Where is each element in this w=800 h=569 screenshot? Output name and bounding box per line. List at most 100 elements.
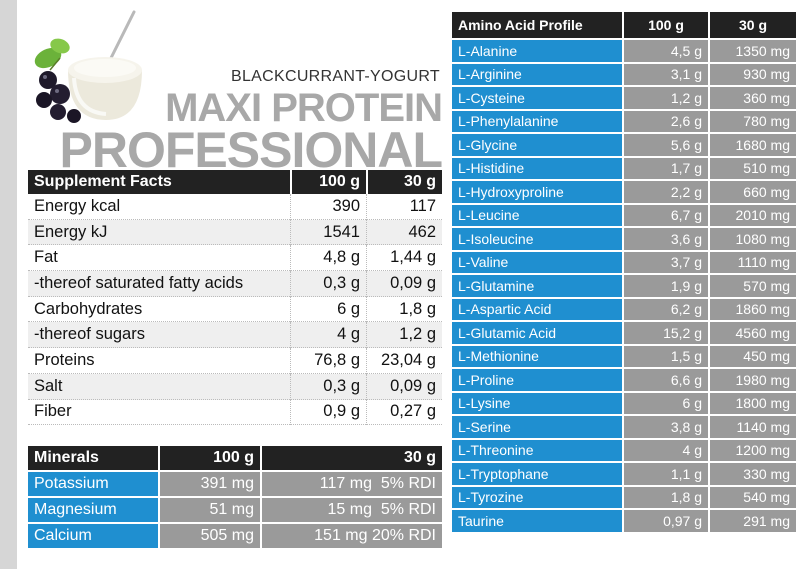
amino-acid-name: L-Proline [452,367,622,391]
nutrient-name: Carbohydrates [28,297,290,323]
value-per-30g: 1140 mg [708,414,796,438]
value-per-100g: 4,8 g [290,245,366,272]
value-per-30g: 1,2 g [366,322,442,349]
table-row: L-Lysine 6 g 1800 mg [452,390,796,414]
value-per-30g: 0,09 g [366,271,442,297]
value-per-100g: 3,7 g [622,249,708,273]
value-per-100g: 1,5 g [622,343,708,367]
value-per-100g: 390 [290,194,366,220]
column-header: 100 g [158,446,260,470]
table-row: L-Hydroxyproline 2,2 g 660 mg [452,179,796,203]
value-per-100g: 4 g [622,437,708,461]
amino-acid-name: L-Isoleucine [452,226,622,250]
value-per-30g: 1680 mg [708,132,796,156]
value-per-100g: 76,8 g [290,348,366,374]
table-row: L-Methionine 1,5 g 450 mg [452,343,796,367]
value-per-100g: 4,5 g [622,38,708,62]
amino-acid-name: L-Aspartic Acid [452,296,622,320]
amino-acid-name: L-Methionine [452,343,622,367]
value-per-30g: 117 [366,194,442,220]
table-row: -thereof sugars 4 g 1,2 g [28,322,442,349]
table-row: Magnesium 51 mg 15 mg 5% RDI [28,496,442,522]
yogurt-pot-with-blackcurrants-icon [34,10,142,123]
table-header-row: Minerals 100 g 30 g [28,446,442,470]
table-row: Proteins 76,8 g 23,04 g [28,348,442,374]
table-row: Salt 0,3 g 0,09 g [28,373,442,400]
column-header: 30 g [366,170,442,194]
table-row: L-Histidine 1,7 g 510 mg [452,155,796,179]
nutrient-name: Fat [28,245,290,272]
nutrient-name: Salt [28,373,290,400]
amino-acid-profile-table: Amino Acid Profile 100 g 30 g L-Alanine 4… [452,12,796,532]
table-row: Fat 4,8 g 1,44 g [28,245,442,272]
amino-acid-name: L-Glutamine [452,273,622,297]
value-per-30g: 570 mg [708,273,796,297]
amino-acid-name: L-Valine [452,249,622,273]
value-per-100g: 6,2 g [622,296,708,320]
value-per-100g: 0,97 g [622,508,708,532]
value-per-30g: 780 mg [708,108,796,132]
value-per-30g: 1,44 g [366,245,442,272]
table-row: L-Valine 3,7 g 1110 mg [452,249,796,273]
table-row: L-Glutamic Acid 15,2 g 4560 mg [452,320,796,344]
mineral-name: Magnesium [28,496,158,522]
value-per-30g: 291 mg [708,508,796,532]
value-per-30g: 360 mg [708,85,796,109]
value-per-100g: 6,7 g [622,202,708,226]
column-header: 30 g [260,446,442,470]
value-per-30g: 330 mg [708,461,796,485]
value-per-30g: 23,04 g [366,348,442,374]
brand-title-line1: MAXI PROTEIN [165,86,443,130]
table-row: L-Alanine 4,5 g 1350 mg [452,38,796,62]
value-per-100g: 1,2 g [622,85,708,109]
value-per-100g: 2,6 g [622,108,708,132]
nutrient-name: -thereof sugars [28,322,290,349]
table-row: L-Threonine 4 g 1200 mg [452,437,796,461]
table-row: L-Proline 6,6 g 1980 mg [452,367,796,391]
value-per-100g: 4 g [290,322,366,349]
table-row: L-Isoleucine 3,6 g 1080 mg [452,226,796,250]
amino-acid-name: L-Tryptophane [452,461,622,485]
value-per-30g: 1080 mg [708,226,796,250]
side-bar [0,0,17,569]
value-per-100g: 1,8 g [622,484,708,508]
nutrient-name: Energy kJ [28,219,290,246]
table-row: Potassium 391 mg 117 mg 5% RDI [28,470,442,496]
table-row: L-Arginine 3,1 g 930 mg [452,61,796,85]
product-flavor: BLACKCURRANT-YOGURT [231,68,440,85]
value-per-30g: 1,8 g [366,296,442,323]
value-per-30g: 930 mg [708,61,796,85]
minerals-table: Minerals 100 g 30 g Potassium 391 mg 117… [28,446,442,548]
value-per-100g: 3,1 g [622,61,708,85]
brand-title-line2: PROFESSIONAL [59,122,443,178]
column-header: Amino Acid Profile [452,12,622,38]
amino-acid-name: L-Phenylalanine [452,108,622,132]
value-per-100g: 505 mg [158,522,260,548]
supplement-facts-table: Supplement Facts 100 g 30 g Energy kcal … [28,170,442,426]
value-per-30g: 4560 mg [708,320,796,344]
value-per-30g: 660 mg [708,179,796,203]
amino-acid-name: L-Arginine [452,61,622,85]
value-per-30g: 2010 mg [708,202,796,226]
mineral-name: Potassium [28,470,158,496]
value-per-30g: 0,09 g [366,373,442,400]
value-per-30g: 1110 mg [708,249,796,273]
table-row: Taurine 0,97 g 291 mg [452,508,796,532]
value-per-100g: 1541 [290,219,366,246]
value-per-100g: 1,1 g [622,461,708,485]
value-per-30g: 1350 mg [708,38,796,62]
column-header: Minerals [28,446,158,470]
table-row: L-Tryptophane 1,1 g 330 mg [452,461,796,485]
nutrient-name: Proteins [28,348,290,374]
column-header: 100 g [290,170,366,194]
value-per-100g: 6 g [622,390,708,414]
value-per-100g: 0,9 g [290,399,366,426]
value-per-30g: 117 mg 5% RDI [260,470,442,496]
table-row: Fiber 0,9 g 0,27 g [28,399,442,426]
value-per-30g: 510 mg [708,155,796,179]
nutrient-name: Energy kcal [28,194,290,220]
amino-acid-name: L-Serine [452,414,622,438]
value-per-100g: 0,3 g [290,373,366,400]
value-per-30g: 1800 mg [708,390,796,414]
value-per-100g: 15,2 g [622,320,708,344]
